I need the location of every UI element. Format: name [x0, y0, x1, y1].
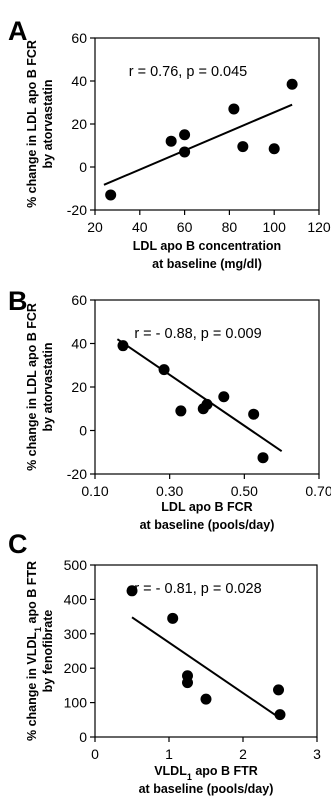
x-tick-label: 40: [132, 219, 148, 235]
y-tick-label: 40: [71, 73, 87, 89]
x-axis-label-line2: at baseline (mg/dl): [152, 257, 262, 271]
x-tick-label: 0.30: [156, 483, 183, 499]
y-axis-label-subscript: 1: [33, 627, 43, 632]
x-tick-label: 100: [263, 219, 287, 235]
y-axis-label-line2: by fenofibrate: [41, 610, 55, 693]
y-axis-label-line2: by atorvastatin: [41, 343, 55, 432]
y-tick-label: 0: [79, 729, 87, 745]
panel-letter: B: [8, 286, 28, 316]
y-axis-label-group: % change in LDL apo B FCR by atorvastatin: [25, 40, 55, 208]
chart-panel-c: C 0 100 200 300 400 500 0 1 2 3 r = - 0.81, p = 0.0…: [8, 529, 321, 796]
y-tick-label: 400: [64, 591, 88, 607]
regression-line: [131, 616, 277, 717]
correlation-annotation: r = - 0.88, p = 0.009: [134, 326, 261, 342]
x-axis-label-part: VLDL: [154, 764, 187, 778]
data-point: [218, 391, 230, 403]
data-point: [248, 408, 260, 420]
y-axis-label: % change in LDL apo B FCR: [25, 303, 39, 471]
data-point: [273, 684, 285, 696]
x-tick-label: 60: [177, 219, 193, 235]
y-tick-label: 60: [71, 292, 87, 308]
data-point: [179, 146, 191, 158]
y-axis-label: % change in LDL apo B FCR: [25, 40, 39, 208]
data-point: [158, 364, 170, 376]
y-tick-label: 200: [64, 660, 88, 676]
plot-frame: [94, 564, 318, 738]
data-point: [228, 103, 240, 115]
y-axis-label: % change in VLDL1 apo B FTR: [25, 561, 43, 741]
y-tick-label: 40: [71, 336, 87, 352]
data-point: [105, 189, 117, 201]
y-tick-label: 300: [64, 626, 88, 642]
y-tick-label: 500: [64, 557, 88, 573]
panel-letter: A: [8, 16, 28, 46]
y-tick-label: 60: [71, 30, 87, 46]
x-axis-label-line2: at baseline (pools/day): [140, 518, 275, 532]
x-tick-label: 120: [307, 219, 331, 235]
x-tick-label: 0.50: [231, 483, 258, 499]
y-axis-label-line2: by atorvastatin: [41, 80, 55, 169]
data-point: [167, 612, 179, 624]
chart-panel-a: A -20 0 20 40 60 20 40 60 80 100 120 r = 0.76, p = 0…: [8, 16, 331, 271]
data-point: [274, 709, 286, 721]
y-tick-label: 20: [71, 379, 87, 395]
correlation-annotation: r = - 0.81, p = 0.028: [134, 581, 261, 597]
y-axis-label-part: % change in VLDL: [25, 632, 39, 741]
correlation-annotation: r = 0.76, p = 0.045: [129, 64, 248, 80]
x-tick-label: 0.10: [81, 483, 108, 499]
data-point: [179, 129, 191, 141]
y-tick-label: -20: [67, 466, 87, 482]
data-point: [175, 405, 187, 417]
data-point: [126, 585, 138, 597]
regression-line: [103, 103, 293, 186]
panel-letter: C: [8, 529, 28, 559]
chart-panel-b: B -20 0 20 40 60 0.10 0.30 0.50 0.70 r = - 0.88, p…: [8, 286, 331, 532]
x-tick-label: 3: [313, 746, 321, 762]
data-point: [286, 78, 298, 90]
data-point: [201, 398, 213, 410]
x-axis-label-subscript: 1: [187, 772, 192, 782]
data-point: [182, 677, 193, 689]
data-point: [237, 141, 249, 153]
y-axis-label-part: apo B FTR: [25, 561, 39, 627]
y-tick-label: 0: [79, 159, 87, 175]
y-tick-label: 100: [64, 695, 88, 711]
regression-line: [116, 338, 283, 452]
x-axis-label-line2: at baseline (pools/day): [139, 782, 274, 796]
y-tick-label: -20: [67, 202, 87, 218]
x-axis-label: LDL apo B concentration: [133, 239, 281, 253]
data-point: [117, 340, 129, 352]
x-axis-label: LDL apo B FCR: [161, 500, 252, 514]
x-axis-label: VLDL1 apo B FTR: [154, 764, 258, 782]
x-axis-label-part: apo B FTR: [192, 764, 258, 778]
x-tick-label: 80: [222, 219, 238, 235]
y-axis-label-group: % change in LDL apo B FCR by atorvastatin: [25, 303, 55, 471]
x-tick-label: 2: [239, 746, 247, 762]
data-point: [257, 452, 269, 464]
y-tick-label: 0: [79, 423, 87, 439]
x-tick-label: 0.70: [305, 483, 331, 499]
x-tick-label: 0: [91, 746, 99, 762]
data-point: [268, 143, 280, 155]
data-point: [165, 135, 177, 147]
x-tick-label: 1: [165, 746, 173, 762]
data-point: [200, 693, 212, 705]
x-tick-label: 20: [87, 219, 103, 235]
y-tick-label: 20: [71, 116, 87, 132]
